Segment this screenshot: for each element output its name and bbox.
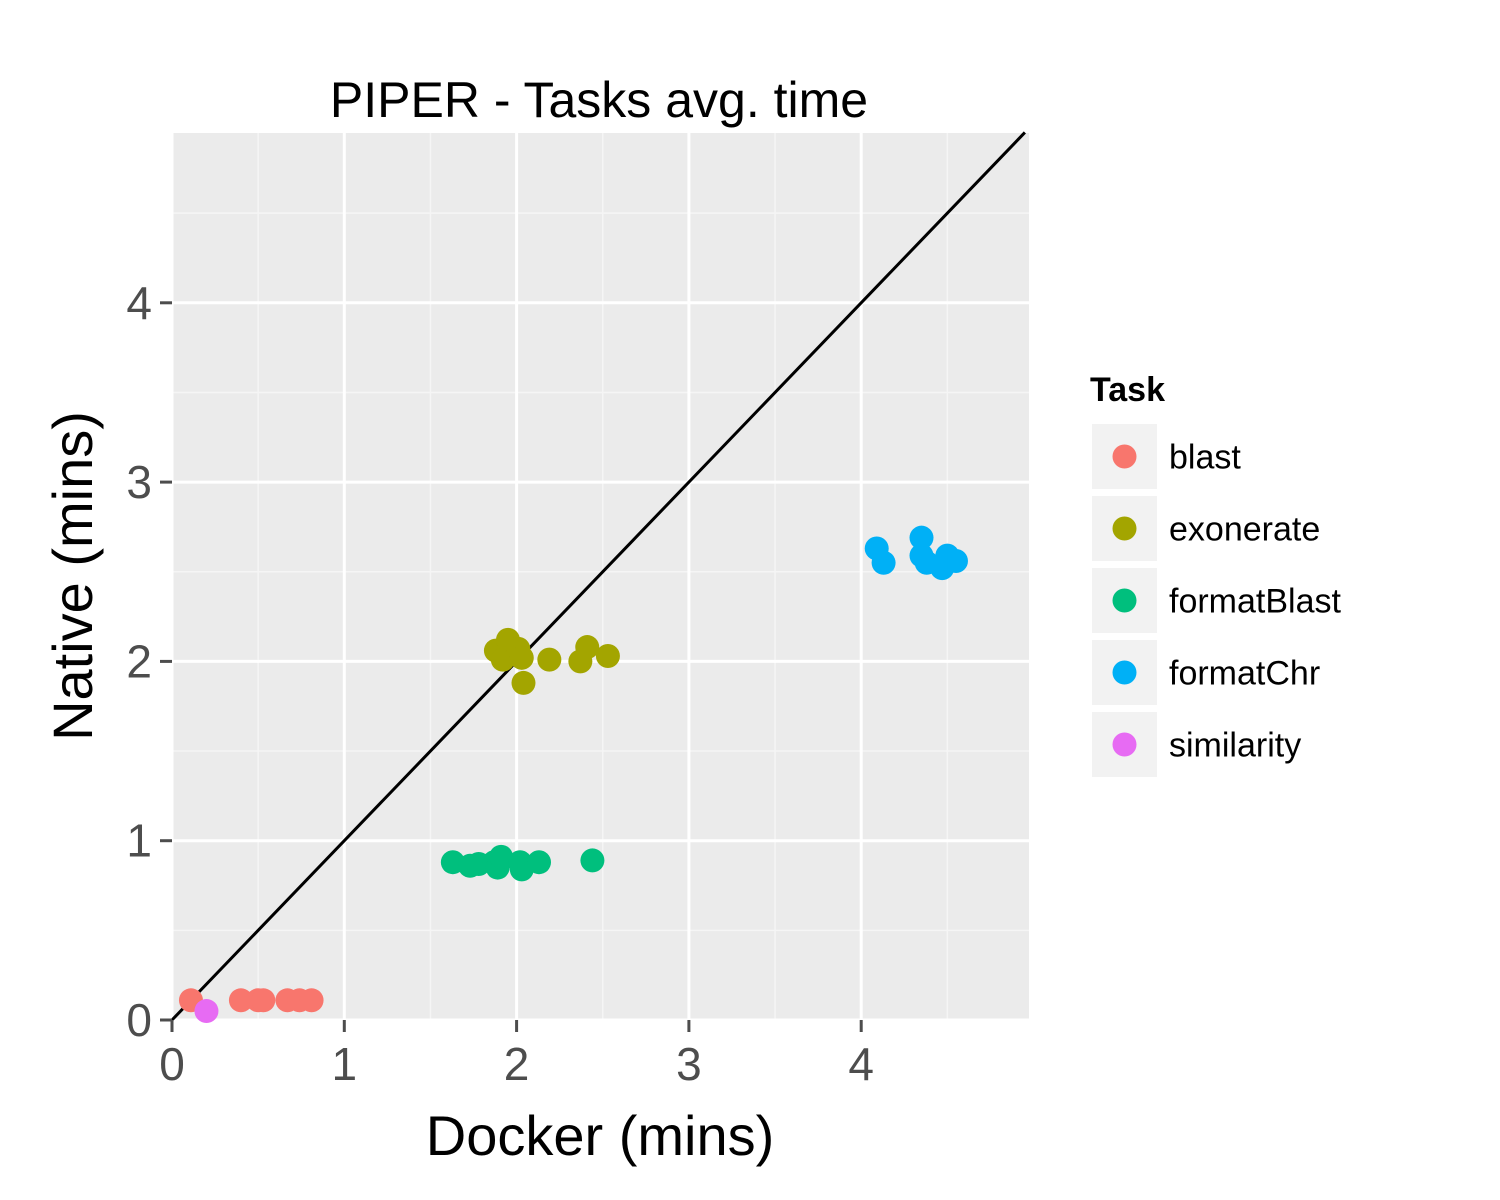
y-tick-label: 0 [126, 994, 152, 1046]
y-axis: 0 1 2 3 4 [126, 277, 172, 1046]
x-tick-label: 3 [676, 1038, 702, 1090]
point-exonerate [575, 635, 600, 660]
point-blast [251, 988, 276, 1013]
point-formatChr [871, 550, 896, 575]
point-exonerate [537, 647, 562, 672]
legend-label: similarity [1169, 727, 1301, 765]
y-tick-label: 1 [126, 815, 152, 867]
y-tick-label: 4 [126, 277, 152, 329]
legend-label: formatBlast [1169, 583, 1341, 621]
legend-item-exonerate: exonerate [1090, 494, 1320, 563]
legend-label: blast [1169, 439, 1241, 477]
y-axis-title: Native (mins) [41, 411, 104, 741]
x-axis-title: Docker (mins) [426, 1104, 774, 1167]
point-formatBlast [526, 850, 551, 875]
legend-swatch [1112, 588, 1137, 613]
reference-line [170, 131, 1026, 1022]
x-tick-label: 1 [332, 1038, 358, 1090]
legend-swatch [1112, 732, 1137, 757]
point-blast [228, 988, 253, 1013]
reference-line-layer [170, 131, 1026, 1022]
legend-item-blast: blast [1090, 422, 1241, 491]
x-tick-label: 4 [848, 1038, 874, 1090]
chart-title: PIPER - Tasks avg. time [330, 72, 868, 128]
legend-label: formatChr [1169, 655, 1320, 693]
data-points [178, 525, 968, 1024]
legend-title: Task [1090, 371, 1165, 409]
legend-item-similarity: similarity [1090, 710, 1301, 779]
grid-lines [170, 133, 1029, 1022]
point-formatChr [909, 525, 934, 550]
x-tick-label: 0 [159, 1038, 185, 1090]
legend-swatch [1112, 516, 1137, 541]
point-formatBlast [580, 848, 605, 873]
legend-swatch [1112, 444, 1137, 469]
x-axis: 0 1 2 3 4 [159, 1020, 874, 1090]
point-formatBlast [489, 844, 514, 869]
x-tick-label: 2 [504, 1038, 530, 1090]
point-blast [299, 988, 324, 1013]
legend: Task blast exonerate formatBlast formatChr s… [1090, 371, 1341, 779]
legend-swatch [1112, 660, 1137, 685]
point-formatChr [943, 548, 968, 573]
point-exonerate [595, 644, 620, 669]
legend-item-formatBlast: formatBlast [1090, 566, 1341, 635]
point-exonerate [509, 645, 534, 670]
point-similarity [194, 999, 219, 1024]
legend-label: exonerate [1169, 511, 1320, 549]
point-exonerate [511, 670, 536, 695]
y-tick-label: 2 [126, 635, 152, 687]
y-tick-label: 3 [126, 456, 152, 508]
legend-item-formatChr: formatChr [1090, 638, 1320, 707]
legend-key [1090, 494, 1159, 563]
